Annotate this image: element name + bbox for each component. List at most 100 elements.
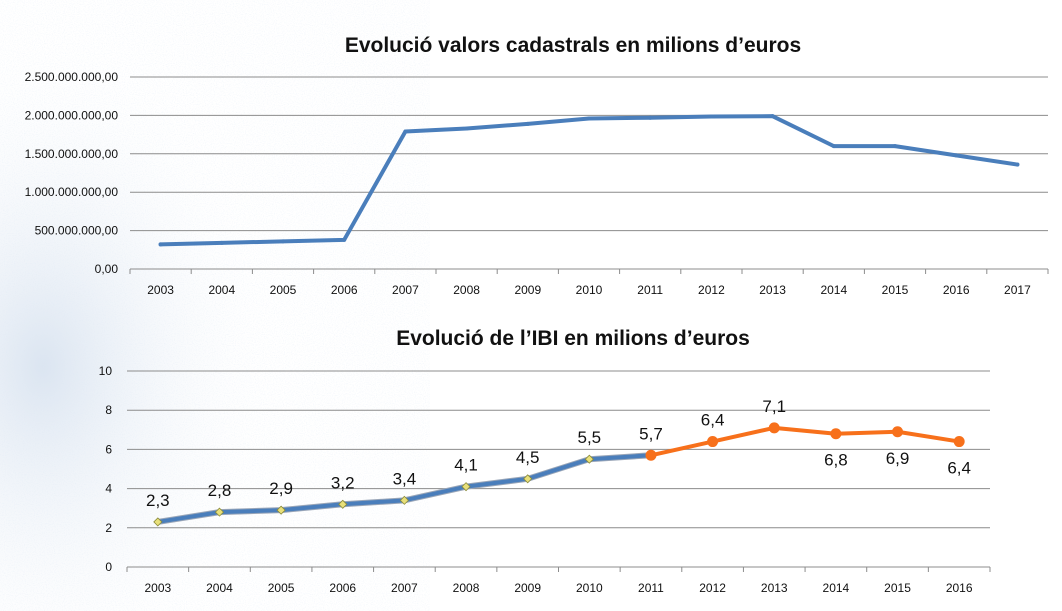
chart1-data-point bbox=[1015, 162, 1020, 167]
chart2-series-line bbox=[648, 425, 962, 458]
chart1-data-point bbox=[525, 121, 530, 126]
chart2-y-axis: 0 2 4 6 8 10 bbox=[99, 364, 113, 574]
chart1-x-tick-label: 2005 bbox=[270, 283, 297, 297]
chart1-x-axis: 2003 2004 2005 2006 2007 2008 2009 2010 2011 2012… bbox=[129, 269, 1049, 297]
chart1-data-point bbox=[342, 237, 347, 242]
chart2-data-point bbox=[214, 507, 225, 517]
chart1-x-tick-label: 2007 bbox=[392, 283, 419, 297]
chart2-data-label: 6,8 bbox=[824, 451, 848, 470]
chart1-data-point bbox=[648, 115, 653, 120]
chart2-x-tick-label: 2015 bbox=[884, 581, 911, 595]
chart2-data-label: 3,4 bbox=[393, 469, 417, 488]
chart1-y-tick-label: 500.000.000,00 bbox=[35, 224, 119, 238]
chart1-data-point bbox=[893, 144, 897, 149]
chart2-x-tick-label: 2010 bbox=[576, 581, 603, 595]
chart2-data-label: 5,7 bbox=[639, 424, 663, 443]
chart1-x-tick-label: 2006 bbox=[331, 283, 358, 297]
chart1-series-line bbox=[158, 114, 1020, 247]
chart2-x-tick-label: 2012 bbox=[699, 581, 726, 595]
chart2-data-point bbox=[584, 454, 594, 464]
chart2-x-tick-label: 2009 bbox=[514, 581, 541, 595]
chart2-x-tick-label: 2004 bbox=[206, 581, 233, 595]
chart1-x-tick-label: 2012 bbox=[698, 283, 725, 297]
chart1-x-tick-label: 2004 bbox=[208, 283, 235, 297]
chart-ibi: Evolució de l’IBI en milions d’euros 0 2 4… bbox=[99, 327, 991, 595]
chart2-data-point bbox=[523, 474, 533, 484]
chart2-data-point bbox=[276, 505, 286, 515]
chart2-data-label: 5,5 bbox=[578, 428, 602, 447]
chart2-data-label: 3,2 bbox=[331, 473, 355, 492]
chart2-x-tick-label: 2014 bbox=[823, 581, 850, 595]
chart1-y-tick-label: 0,00 bbox=[95, 262, 119, 276]
chart1-y-tick-label: 1.500.000.000,00 bbox=[25, 147, 119, 161]
chart2-x-tick-label: 2008 bbox=[453, 581, 480, 595]
chart2-x-tick-label: 2011 bbox=[638, 581, 664, 595]
chart2-data-label: 4,1 bbox=[454, 456, 478, 475]
chart1-gridlines bbox=[130, 76, 1048, 270]
chart1-x-tick-label: 2010 bbox=[576, 283, 603, 297]
chart1-y-tick-label: 2.500.000.000,00 bbox=[25, 70, 119, 84]
chart2-y-tick-label: 0 bbox=[105, 560, 112, 574]
chart1-y-axis: 0,00 500.000.000,00 1.000.000.000,00 1.500.… bbox=[25, 70, 119, 276]
chart2-data-label: 6,9 bbox=[886, 449, 910, 468]
chart1-title: Evolució valors cadastrals en milions d’… bbox=[345, 34, 801, 57]
chart2-data-point bbox=[338, 499, 348, 509]
chart1-data-point bbox=[954, 153, 959, 158]
chart2-data-labels: 2,3 2,8 2,9 3,2 3,4 4,1 4,5 5,5 5,7 6,4 7,1 6,8 6,9 6… bbox=[146, 397, 971, 510]
chart2-data-label: 7,1 bbox=[762, 397, 786, 416]
chart2-x-tick-label: 2007 bbox=[391, 581, 418, 595]
chart2-data-point bbox=[461, 482, 471, 492]
chart1-y-tick-label: 2.000.000.000,00 bbox=[25, 108, 119, 122]
chart2-x-tick-label: 2003 bbox=[144, 581, 171, 595]
chart1-series bbox=[158, 114, 1020, 247]
chart1-data-point bbox=[709, 114, 714, 119]
chart1-x-tick-label: 2011 bbox=[637, 283, 663, 297]
chart2-title: Evolució de l’IBI en milions d’euros bbox=[396, 327, 750, 350]
chart2-x-tick-label: 2005 bbox=[268, 581, 295, 595]
chart2-data-label: 6,4 bbox=[947, 459, 971, 478]
chart-cadastral-values: Evolució valors cadastrals en milions d’… bbox=[25, 34, 1049, 297]
chart2-data-label: 2,8 bbox=[208, 481, 232, 500]
chart1-data-point bbox=[770, 114, 775, 119]
chart2-y-tick-label: 10 bbox=[99, 364, 113, 378]
chart1-data-point bbox=[219, 240, 224, 245]
chart1-x-tick-label: 2014 bbox=[820, 283, 847, 297]
chart2-data-point bbox=[830, 428, 842, 440]
chart2-data-label: 2,9 bbox=[269, 479, 293, 498]
chart2-x-axis: 2003 2004 2005 2006 2007 2008 2009 2010 2011 2012… bbox=[126, 567, 991, 595]
chart2-series bbox=[153, 422, 965, 527]
chart1-x-tick-label: 2008 bbox=[453, 283, 480, 297]
chart2-y-tick-label: 8 bbox=[105, 403, 112, 417]
chart1-x-tick-label: 2015 bbox=[882, 283, 909, 297]
chart1-x-tick-label: 2013 bbox=[759, 283, 786, 297]
chart2-data-label: 4,5 bbox=[516, 448, 540, 467]
chart1-data-point bbox=[464, 126, 469, 131]
chart1-data-point bbox=[403, 129, 408, 134]
chart2-data-point bbox=[645, 449, 657, 461]
chart2-data-label: 6,4 bbox=[701, 411, 725, 430]
chart1-data-point bbox=[831, 144, 836, 149]
chart2-data-point bbox=[399, 495, 409, 505]
chart2-data-point bbox=[768, 422, 780, 434]
chart2-y-tick-label: 2 bbox=[105, 521, 112, 535]
chart1-x-tick-label: 2017 bbox=[1004, 283, 1031, 297]
chart1-data-point bbox=[158, 242, 163, 247]
chart2-data-point bbox=[892, 426, 904, 438]
chart1-x-tick-label: 2016 bbox=[943, 283, 970, 297]
chart2-y-tick-label: 6 bbox=[105, 442, 112, 456]
chart2-data-point bbox=[953, 436, 965, 448]
chart1-x-tick-label: 2003 bbox=[147, 283, 174, 297]
chart2-y-tick-label: 4 bbox=[105, 482, 112, 496]
chart2-data-point bbox=[707, 436, 719, 448]
chart2-data-point bbox=[153, 517, 163, 527]
chart1-data-point bbox=[587, 116, 591, 121]
chart1-y-tick-label: 1.000.000.000,00 bbox=[25, 185, 119, 199]
chart1-x-tick-label: 2009 bbox=[514, 283, 541, 297]
chart2-x-tick-label: 2006 bbox=[329, 581, 356, 595]
chart2-x-tick-label: 2013 bbox=[761, 581, 788, 595]
chart2-data-label: 2,3 bbox=[146, 491, 170, 510]
chart2-x-tick-label: 2016 bbox=[946, 581, 973, 595]
chart1-data-point bbox=[281, 239, 285, 244]
